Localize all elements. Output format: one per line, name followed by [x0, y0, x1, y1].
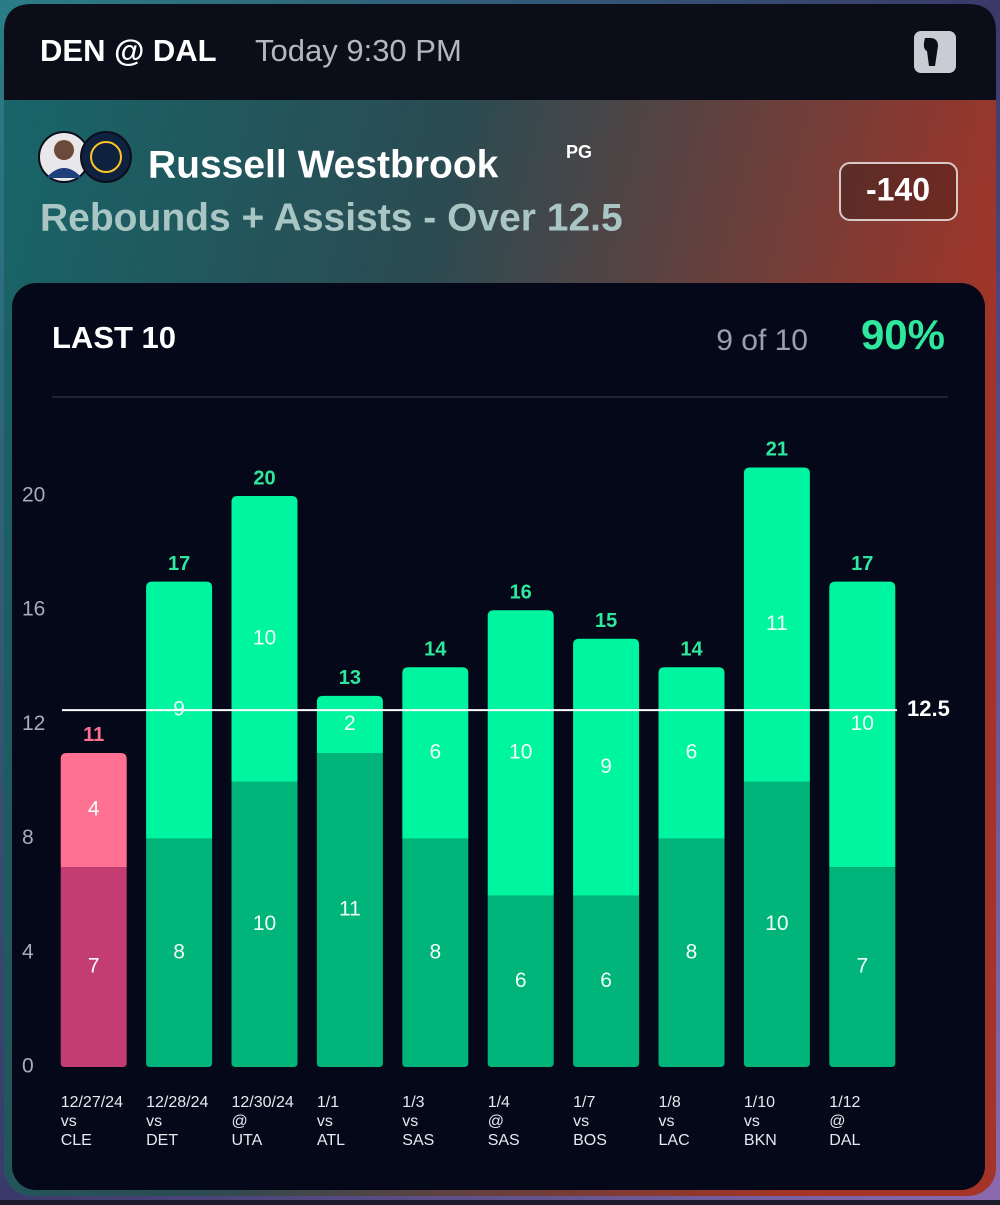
- segment-label: 10: [509, 740, 532, 763]
- x-tick-label: @: [232, 1113, 248, 1130]
- x-tick-label: ATL: [317, 1132, 345, 1149]
- segment-label: 6: [686, 740, 698, 763]
- total-label: 21: [766, 439, 788, 461]
- odds-button[interactable]: [839, 162, 958, 221]
- player-name: Russell Westbrook: [148, 143, 499, 186]
- x-tick-label: vs: [659, 1113, 675, 1130]
- segment-label: 10: [851, 712, 874, 735]
- bar-segment: [402, 838, 469, 1067]
- x-tick-label: @: [829, 1113, 845, 1130]
- x-tick-label: 12/28/24: [146, 1094, 208, 1111]
- prop: Rebounds + Assists - Over 12.5: [40, 196, 623, 239]
- x-tick-label: 12/27/24: [61, 1094, 123, 1111]
- x-tick-label: 1/1: [317, 1094, 339, 1111]
- bar-segment: [60, 867, 127, 1067]
- x-tick-label: DET: [146, 1132, 178, 1149]
- player-avatar-jersey: [46, 168, 82, 178]
- y-tick-label: 0: [22, 1055, 34, 1078]
- total-label: 14: [424, 639, 447, 661]
- segment-label: 6: [429, 740, 441, 763]
- y-tick-label: 8: [22, 826, 34, 849]
- bar-segment: [60, 752, 127, 868]
- segment-label: 9: [600, 755, 612, 778]
- bar-segment: [829, 581, 896, 868]
- x-tick-label: 1/3: [402, 1094, 424, 1111]
- segment-label: 7: [856, 955, 868, 978]
- total-label: 20: [253, 467, 275, 489]
- x-tick-label: vs: [744, 1113, 760, 1130]
- segment-label: 8: [173, 940, 185, 963]
- bar-segment: [573, 638, 640, 896]
- bar-segment: [487, 895, 554, 1067]
- x-tick-label: vs: [573, 1113, 589, 1130]
- league-logo-figure: [923, 38, 938, 66]
- segment-label: 4: [88, 798, 100, 821]
- x-tick-label: 1/8: [659, 1094, 681, 1111]
- y-tick-label: 16: [22, 598, 45, 621]
- total-label: 13: [339, 667, 361, 689]
- x-tick-label: 12/30/24: [232, 1094, 294, 1111]
- x-tick-label: @: [488, 1113, 504, 1130]
- bar-segment: [573, 895, 640, 1067]
- hit-record: 9 of 10: [716, 324, 808, 357]
- bar-segment: [743, 467, 810, 782]
- game-time: Today 9:30 PM: [255, 33, 462, 68]
- x-tick-label: SAS: [488, 1132, 520, 1149]
- x-tick-label: BOS: [573, 1132, 607, 1149]
- header-bar: [4, 4, 996, 100]
- bar-segment: [146, 838, 213, 1067]
- x-tick-label: BKN: [744, 1132, 777, 1149]
- team-logo-ring: [90, 141, 122, 173]
- total-label: 14: [680, 639, 703, 661]
- y-tick-label: 20: [22, 484, 45, 507]
- x-tick-label: 1/7: [573, 1094, 595, 1111]
- player-position: PG: [566, 142, 592, 162]
- bar-segment: [829, 867, 896, 1067]
- segment-label: 6: [515, 969, 527, 992]
- segment-label: 8: [686, 940, 698, 963]
- x-tick-label: vs: [317, 1113, 333, 1130]
- x-tick-label: SAS: [402, 1132, 434, 1149]
- total-label: 17: [168, 553, 190, 575]
- x-tick-label: 1/10: [744, 1094, 775, 1111]
- segment-label: 11: [766, 612, 788, 635]
- total-label: 17: [851, 553, 873, 575]
- chart-title: LAST 10: [52, 320, 176, 355]
- team-logo: [80, 131, 132, 183]
- bar-segment: [316, 752, 383, 1067]
- bar-segment: [658, 838, 725, 1067]
- segment-label: 7: [88, 955, 100, 978]
- threshold-label: 12.5: [907, 696, 950, 721]
- hit-rate: 90%: [861, 311, 945, 358]
- segment-label: 11: [339, 898, 361, 921]
- bar-segment: [487, 610, 554, 896]
- segment-label: 2: [344, 712, 356, 735]
- x-tick-label: UTA: [232, 1132, 263, 1149]
- total-label: 15: [595, 610, 617, 632]
- matchup: DEN @ DAL: [40, 33, 217, 68]
- y-tick-label: 12: [22, 712, 45, 735]
- bar-segment: [743, 781, 810, 1067]
- odds[interactable]: -140: [866, 171, 930, 207]
- segment-label: 10: [765, 912, 788, 935]
- total-label: 16: [510, 581, 532, 603]
- segment-label: 6: [600, 969, 612, 992]
- segment-label: 8: [429, 940, 441, 963]
- segment-label: 10: [253, 626, 276, 649]
- total-label: 11: [83, 724, 104, 746]
- x-tick-label: LAC: [659, 1132, 690, 1149]
- x-tick-label: vs: [61, 1113, 77, 1130]
- x-tick-label: vs: [146, 1113, 162, 1130]
- segment-label: 10: [253, 912, 276, 935]
- x-tick-label: vs: [402, 1113, 418, 1130]
- x-tick-label: 1/4: [488, 1094, 510, 1111]
- x-tick-label: 1/12: [829, 1094, 860, 1111]
- bar-segment: [231, 781, 298, 1067]
- x-tick-label: CLE: [61, 1132, 92, 1149]
- y-tick-label: 4: [22, 940, 34, 963]
- x-tick-label: DAL: [829, 1132, 860, 1149]
- player-avatar-face: [54, 140, 74, 160]
